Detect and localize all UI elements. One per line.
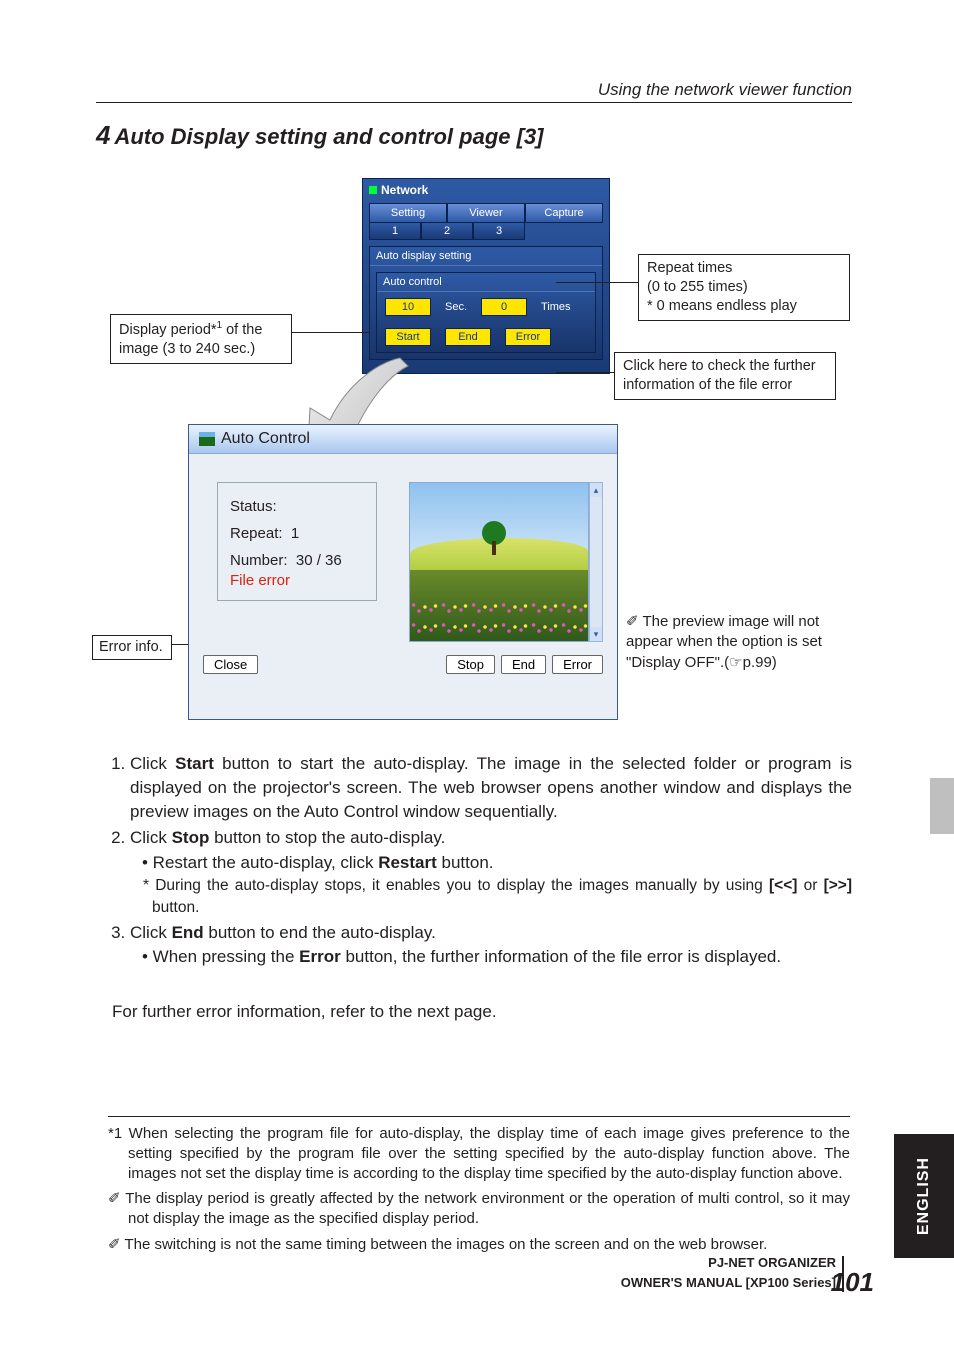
tab-capture[interactable]: Capture [525, 203, 603, 223]
side-tab-gray [930, 778, 954, 834]
page-number: 101 [831, 1267, 874, 1298]
error-button[interactable]: Error [552, 655, 603, 674]
footnotes: *1 When selecting the program file for a… [108, 1124, 850, 1261]
status-label: Status: [230, 498, 277, 515]
further-info: For further error information, refer to … [112, 1002, 497, 1022]
callout-repeat-times: Repeat times (0 to 255 times) * 0 means … [638, 254, 850, 321]
footnote-3: ✐ The switching is not the same timing b… [108, 1235, 850, 1255]
network-panel: Network Setting Viewer Capture 1 2 3 Aut… [362, 178, 610, 374]
network-tabs-secondary: 1 2 3 [369, 223, 603, 240]
footnote-1: *1 When selecting the program file for a… [108, 1124, 850, 1183]
scroll-down-icon[interactable]: ▾ [590, 627, 602, 641]
callout-error-info: Error info. [92, 635, 172, 660]
connector-line [556, 282, 638, 283]
connector-line [556, 372, 614, 373]
stop-button[interactable]: Stop [446, 655, 495, 674]
section-title: 4Auto Display setting and control page [… [96, 120, 544, 151]
footer-line-1: PJ-NET ORGANIZER [708, 1255, 836, 1270]
note-preview: ✐ The preview image will not appear when… [626, 612, 856, 673]
scroll-up-icon[interactable]: ▴ [590, 483, 602, 497]
number-value: 30 / 36 [296, 552, 342, 569]
step-2: Click Stop button to stop the auto-displ… [130, 826, 852, 918]
section-number: 4 [96, 120, 110, 150]
file-error-text: File error [230, 567, 290, 594]
tab-setting[interactable]: Setting [369, 203, 447, 223]
tab-viewer[interactable]: Viewer [447, 203, 525, 223]
error-button[interactable]: Error [505, 328, 551, 346]
footnote-2: ✐ The display period is greatly affected… [108, 1189, 850, 1229]
end-button[interactable]: End [501, 655, 546, 674]
header-breadcrumb: Using the network viewer function [598, 80, 852, 100]
sec-value[interactable]: 10 [385, 298, 431, 316]
network-panel-title: Network [363, 179, 609, 201]
repeat-label: Repeat: [230, 525, 283, 542]
start-button[interactable]: Start [385, 328, 431, 346]
footnote-rule [108, 1116, 850, 1117]
end-button[interactable]: End [445, 328, 491, 346]
callout-error-click: Click here to check the further informat… [614, 352, 836, 400]
callout-display-period: Display period*1 of the image (3 to 240 … [110, 314, 292, 364]
connector-line [292, 332, 370, 333]
step-1: Click Start button to start the auto-dis… [130, 752, 852, 824]
repeat-value: 1 [291, 525, 299, 542]
times times-label: Times [541, 301, 571, 313]
tab-2[interactable]: 2 [421, 223, 473, 240]
body-text: Click Start button to start the auto-dis… [112, 752, 852, 971]
network-tabs-primary: Setting Viewer Capture [369, 203, 603, 223]
times-value[interactable]: 0 [481, 298, 527, 316]
header-rule [96, 102, 852, 103]
footer-line-2: OWNER'S MANUAL [XP100 Series] [621, 1275, 836, 1290]
auto-control-dialog: Auto Control Status: Repeat: 1 Number: 3… [188, 424, 618, 720]
close-button[interactable]: Close [203, 655, 258, 674]
auto-display-setting-header: Auto display setting [370, 247, 602, 266]
dialog-info-box: Status: Repeat: 1 Number: 30 / 36 File e… [217, 482, 377, 601]
sec-label: Sec. [445, 301, 467, 313]
tab-1[interactable]: 1 [369, 223, 421, 240]
step-3: Click End button to end the auto-display… [130, 921, 852, 969]
preview-scrollbar[interactable]: ▴ ▾ [589, 482, 603, 642]
tab-3[interactable]: 3 [473, 223, 525, 240]
side-tab-language: ENGLISH [894, 1134, 954, 1258]
dialog-title: Auto Control [189, 425, 617, 454]
preview-image [409, 482, 589, 642]
